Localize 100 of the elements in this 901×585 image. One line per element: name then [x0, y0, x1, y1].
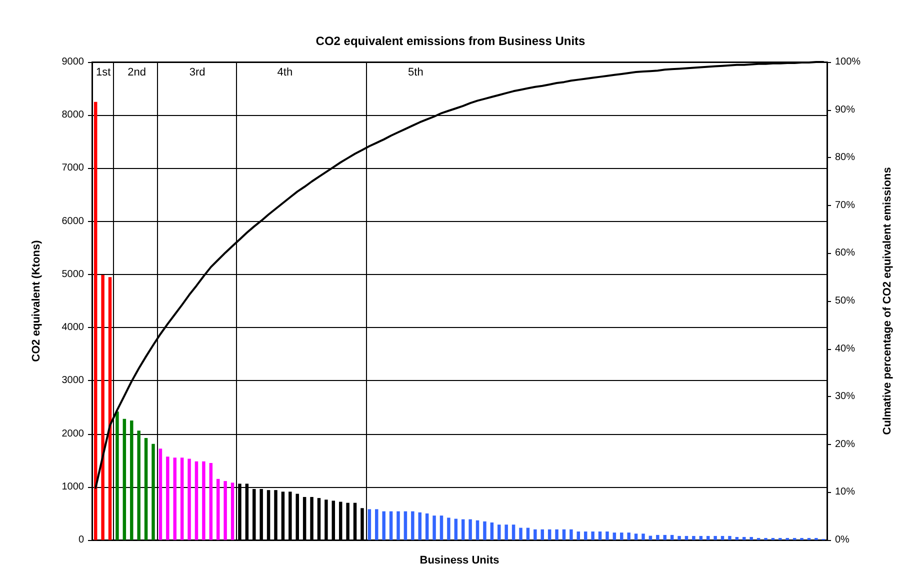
bar [468, 519, 472, 540]
bar [634, 534, 638, 540]
y-tick-label: 3000 [62, 375, 84, 386]
bar [432, 516, 436, 540]
y-tick-label: 5000 [62, 268, 84, 280]
bar [642, 534, 645, 540]
bar [137, 430, 140, 540]
bar [720, 536, 724, 540]
bar [735, 536, 739, 540]
bar [476, 520, 480, 540]
y-tick-label: 9000 [62, 56, 84, 68]
y-tick-label: 6000 [62, 216, 84, 227]
y2-tick-label: 60% [835, 248, 856, 259]
bar [570, 529, 573, 540]
bar [670, 534, 674, 540]
bar [591, 532, 594, 540]
bar [130, 420, 134, 540]
bar [194, 461, 198, 540]
y-tick-label: 7000 [62, 162, 84, 174]
y-tick-label: 8000 [62, 110, 84, 121]
bar [209, 462, 213, 540]
bar [224, 481, 227, 540]
bar [158, 448, 162, 540]
y-tick-label: 2000 [62, 428, 84, 440]
bar [714, 536, 717, 540]
bar [692, 536, 696, 540]
y2-tick-label: 0% [835, 534, 850, 546]
annotation: 3rd [189, 66, 206, 78]
chart-title: CO2 equivalent emissions from Business Units [316, 34, 586, 48]
bar [483, 521, 486, 540]
bar [526, 528, 530, 540]
y2-tick-label: 30% [835, 391, 856, 402]
bar [411, 511, 414, 540]
bar [534, 529, 537, 540]
bar [461, 519, 465, 540]
bar [678, 536, 681, 540]
bar [606, 532, 609, 540]
bar [418, 512, 422, 540]
bar [612, 532, 616, 540]
bar [454, 518, 458, 540]
bar [144, 438, 148, 540]
bar [576, 532, 580, 540]
bar [498, 524, 501, 540]
bar [620, 532, 624, 540]
bar [389, 511, 393, 540]
y-tick-label: 0 [78, 534, 84, 546]
bar [216, 478, 220, 540]
bar [742, 536, 746, 540]
bar [627, 532, 630, 540]
y2-tick-label: 70% [835, 200, 856, 211]
bar [548, 529, 552, 540]
bar [562, 529, 566, 540]
bar [404, 511, 408, 540]
bar [512, 524, 516, 540]
annotation: 4th [277, 66, 293, 78]
annotation: 5th [408, 66, 424, 78]
bar [202, 461, 206, 540]
bar [425, 513, 429, 540]
y2-tick-label: 20% [835, 438, 856, 450]
y2-tick-label: 10% [835, 486, 856, 498]
y2-axis-title: Culmative percentage of CO2 equivalent emissions [882, 167, 894, 435]
bar [180, 458, 184, 540]
bar [108, 277, 112, 540]
bar [540, 529, 544, 540]
bar [116, 411, 119, 540]
y-tick-label: 4000 [62, 322, 84, 334]
bar [490, 522, 494, 540]
x-axis-title: Business Units [420, 554, 500, 566]
bar [368, 509, 372, 540]
bar [706, 536, 710, 540]
y-tick-label: 1000 [62, 481, 84, 492]
bar [382, 511, 386, 540]
bar [684, 536, 688, 540]
bar [440, 516, 444, 540]
y2-tick-label: 40% [835, 343, 856, 354]
bar [122, 418, 126, 540]
bar [663, 534, 666, 540]
bar [598, 532, 602, 540]
bar [166, 456, 170, 540]
bar [728, 536, 732, 540]
y2-tick-label: 80% [835, 152, 856, 164]
y2-tick-label: 90% [835, 104, 856, 116]
bar [152, 444, 155, 540]
bar [504, 524, 508, 540]
bar [375, 509, 378, 540]
bar [750, 536, 753, 540]
bar [584, 532, 588, 540]
y-axis-title: CO2 equivalent (Ktons) [30, 240, 42, 362]
bar [519, 528, 522, 540]
bar [94, 102, 98, 540]
bar [699, 536, 703, 540]
bar [656, 534, 660, 540]
y2-tick-label: 100% [835, 56, 861, 68]
y2-tick-label: 50% [835, 296, 856, 306]
annotation: 1st [96, 66, 111, 78]
bar [396, 511, 400, 540]
bar [101, 274, 104, 540]
bar [555, 529, 558, 540]
bar [188, 458, 191, 540]
bar [173, 458, 176, 540]
